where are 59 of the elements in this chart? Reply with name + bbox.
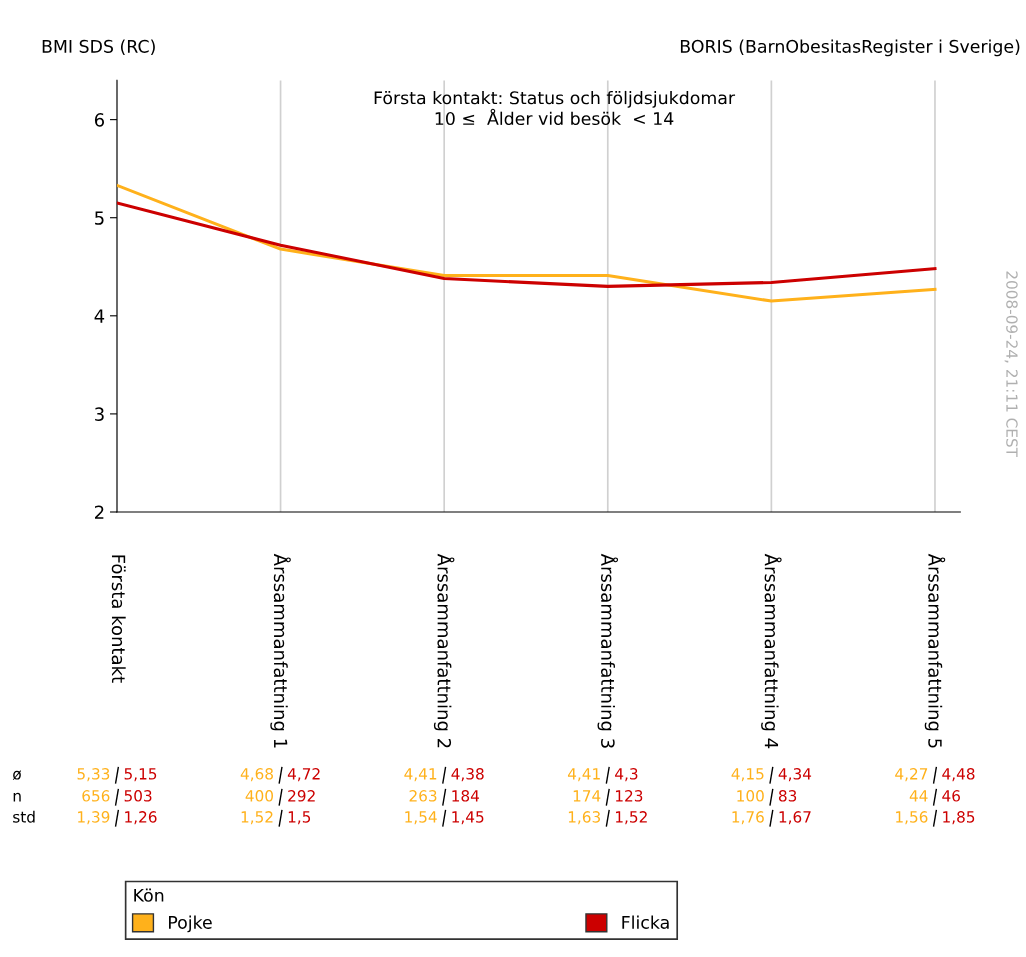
text: 2008-09-24, 21:11 CEST: [1004, 271, 1018, 458]
text: 1,56: [896, 811, 928, 825]
text: 263: [409, 790, 437, 802]
text: 292: [288, 790, 315, 802]
text: BORIS (BarnObesitasRegister i Sverige): [680, 39, 1020, 57]
text: 1,45: [452, 811, 484, 825]
text: ø: [12, 770, 22, 781]
x-tick-label: Årssammanfattning 2: [433, 553, 455, 748]
text: 1,54: [405, 811, 437, 825]
text: 46: [942, 790, 960, 802]
text: 503: [124, 790, 152, 802]
text: 5,33: [77, 768, 110, 782]
text: 1,52: [615, 811, 647, 825]
text: 4,15: [731, 768, 764, 782]
text: 4,72: [287, 768, 320, 782]
text: 44: [909, 790, 928, 802]
text: Första kontakt: Status och följdsjukdomar: [374, 90, 736, 108]
x-tick-label: Första kontakt: [111, 555, 126, 683]
text: 5,15: [124, 768, 157, 782]
text: 4,34: [778, 768, 812, 782]
text: 100: [737, 790, 764, 802]
text: 4,3: [615, 768, 638, 782]
text: 83: [778, 790, 797, 802]
text: 123: [615, 790, 643, 802]
y-tick-label: 3: [95, 407, 104, 422]
y-axis-title: BMI SDS (RC): [42, 39, 155, 55]
line-series: [116, 201, 937, 288]
x-tick-label: Årssammanfattning 5: [924, 553, 946, 748]
text: 184: [452, 790, 480, 802]
text: std: [13, 810, 35, 823]
x-tick-label: Årssammanfattning 4: [761, 553, 782, 749]
text: 4,41: [567, 768, 600, 782]
text: 4,27: [895, 768, 928, 782]
text: 1,26: [125, 811, 157, 825]
text: 4,38: [451, 768, 484, 782]
text: 4,68: [240, 768, 273, 782]
text: 1,67: [779, 811, 811, 825]
text: n: [13, 792, 21, 802]
y-tick-label: 6: [94, 113, 105, 127]
y-tick-label: 4: [94, 309, 105, 323]
text: 4,48: [942, 768, 975, 782]
legend-label: Flicka: [622, 915, 669, 929]
text: 4,41: [404, 768, 437, 782]
text: 10 ≤ Ålder vid besök < 14: [435, 108, 674, 126]
y-tick-label: 5: [95, 211, 104, 225]
legend-label: Pojke: [169, 915, 212, 933]
text: 1,63: [568, 811, 600, 825]
text: 1,39: [78, 811, 110, 825]
text: 1,52: [241, 811, 273, 825]
y-tick-label: 2: [94, 505, 104, 519]
legend-title: Kön: [134, 888, 164, 902]
x-tick-label: Årssammanfattning 1: [270, 553, 291, 748]
text: 174: [573, 790, 601, 802]
text: 1,5: [288, 811, 311, 825]
text: 1,85: [943, 811, 975, 825]
x-tick-label: Årssammanfattning 3: [597, 553, 619, 748]
text: 1,76: [732, 811, 764, 825]
text: 400: [245, 790, 274, 802]
text: 656: [82, 790, 110, 802]
